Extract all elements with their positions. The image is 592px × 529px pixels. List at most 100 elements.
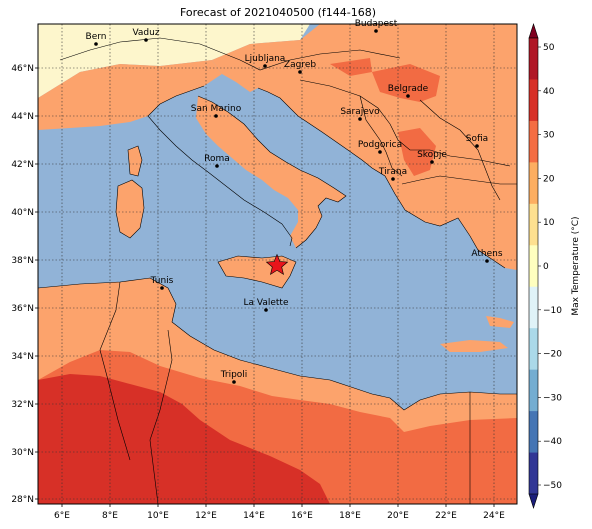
city-dot (144, 38, 148, 42)
colorbar-band (529, 38, 538, 80)
coastline-africa (38, 277, 517, 411)
city-label: Ljubljana (245, 54, 286, 64)
x-axis: 6°E 8°E 10°E 12°E 14°E 16°E 18°E 20°E 22°E 24°E (54, 504, 505, 521)
y-tick-label: 40°N (11, 208, 34, 218)
map-frame (37, 23, 518, 505)
city-la-valette: La Valette (244, 298, 289, 312)
city-sarajevo: Sarajevo (340, 107, 380, 121)
city-dot (378, 150, 382, 154)
city-dot (391, 177, 395, 181)
city-dot (215, 164, 219, 168)
border-algeria-tunisia (99, 281, 131, 461)
city-label: Belgrade (388, 84, 429, 94)
city-budapest: Budapest (355, 19, 398, 33)
europe-land (212, 24, 517, 270)
x-tick-label: 20°E (387, 511, 409, 521)
crete-land (440, 340, 508, 352)
border-balkans-3 (419, 99, 501, 201)
y-tick-label: 44°N (11, 112, 34, 122)
city-label: Budapest (355, 19, 398, 29)
colorbar-label: Max Temperature (°C) (571, 216, 581, 315)
city-label: La Valette (244, 298, 289, 308)
city-ljubljana: Ljubljana (245, 54, 286, 68)
colorbar-extend-max (528, 23, 539, 39)
y-tick-label: 42°N (11, 160, 34, 170)
coastline-sardinia (115, 179, 145, 239)
city-label: Tripoli (220, 370, 248, 380)
coastline-balkans (257, 87, 506, 269)
africa-hot-area (38, 374, 330, 504)
city-vaduz: Vaduz (132, 28, 160, 42)
colorbar-tick-label: 20 (543, 174, 555, 184)
city-dot (430, 160, 434, 164)
star-marker (265, 253, 289, 276)
city-label: San Marino (191, 104, 242, 114)
border-alps (59, 37, 401, 71)
city-dot (232, 380, 236, 384)
city-dot (94, 42, 98, 46)
colorbar-tick-label: −10 (543, 306, 562, 316)
colorbar-band (529, 286, 538, 329)
city-label: Skopje (417, 150, 447, 160)
city-dot (160, 286, 164, 290)
x-tick-label: 14°E (243, 511, 265, 521)
city-label: Athens (471, 249, 502, 259)
city-podgorica: Podgorica (358, 140, 402, 154)
city-tripoli: Tripoli (220, 370, 248, 384)
y-tick-label: 34°N (11, 352, 34, 362)
x-tick-label: 8°E (102, 511, 118, 521)
colorbar-band (529, 328, 538, 370)
city-sofia: Sofia (466, 134, 488, 148)
europe-land-west (38, 60, 222, 130)
x-tick-label: 18°E (339, 511, 361, 521)
colorbar-tick-label: 0 (543, 262, 549, 272)
city-dot (298, 70, 302, 74)
city-skopje: Skopje (417, 150, 447, 164)
y-tick-label: 32°N (11, 400, 34, 410)
colorbar-tick-label: −20 (543, 350, 562, 360)
city-label: Tunis (150, 276, 174, 286)
y-axis: 46°N 44°N 42°N 40°N 38°N 36°N 34°N 32°N 30°N 28°N (11, 64, 38, 505)
city-dot (406, 94, 410, 98)
aegean-island (486, 316, 514, 328)
colorbar-tick-label: 30 (543, 131, 555, 141)
border-greece (401, 175, 517, 185)
border-tunisia-libya (149, 329, 173, 504)
colorbar-tick-label: −40 (543, 437, 562, 447)
city-belgrade: Belgrade (388, 84, 429, 98)
city-label: Tirana (378, 167, 407, 177)
city-label: Sofia (466, 134, 488, 144)
coastline-sicily (217, 255, 297, 289)
city-san-marino: San Marino (191, 104, 242, 118)
sardinia-land (116, 180, 144, 238)
x-tick-label: 24°E (483, 511, 505, 521)
hungary-warm-area (330, 58, 372, 76)
city-label: Podgorica (358, 140, 402, 150)
colorbar-tick-label: 40 (543, 87, 555, 97)
alps-cold-area (38, 24, 310, 98)
colorbar-tick-label: 50 (543, 43, 555, 53)
colorbar-band (529, 411, 538, 453)
colorbar-band (529, 369, 538, 412)
city-athens: Athens (471, 249, 503, 263)
colorbar-extend-min (528, 493, 539, 509)
city-dot (264, 308, 268, 312)
colorbar-band (529, 452, 538, 495)
colorbar: 50 40 30 20 10 0 −10 −20 −30 −40 −50 (528, 23, 562, 509)
city-bern: Bern (86, 32, 106, 46)
y-tick-label: 36°N (11, 304, 34, 314)
city-zagreb: Zagreb (284, 60, 316, 74)
city-dot (214, 114, 218, 118)
y-tick-label: 38°N (11, 256, 34, 266)
city-label: Zagreb (284, 60, 316, 70)
city-tirana: Tirana (378, 167, 407, 181)
y-tick-label: 30°N (11, 448, 34, 458)
coastline-corsica (127, 145, 143, 177)
corsica-land (128, 146, 142, 176)
city-roma: Roma (204, 154, 230, 168)
balkans-warm-area (372, 64, 440, 102)
colorbar-band (529, 203, 538, 246)
colorbar-band (529, 120, 538, 163)
